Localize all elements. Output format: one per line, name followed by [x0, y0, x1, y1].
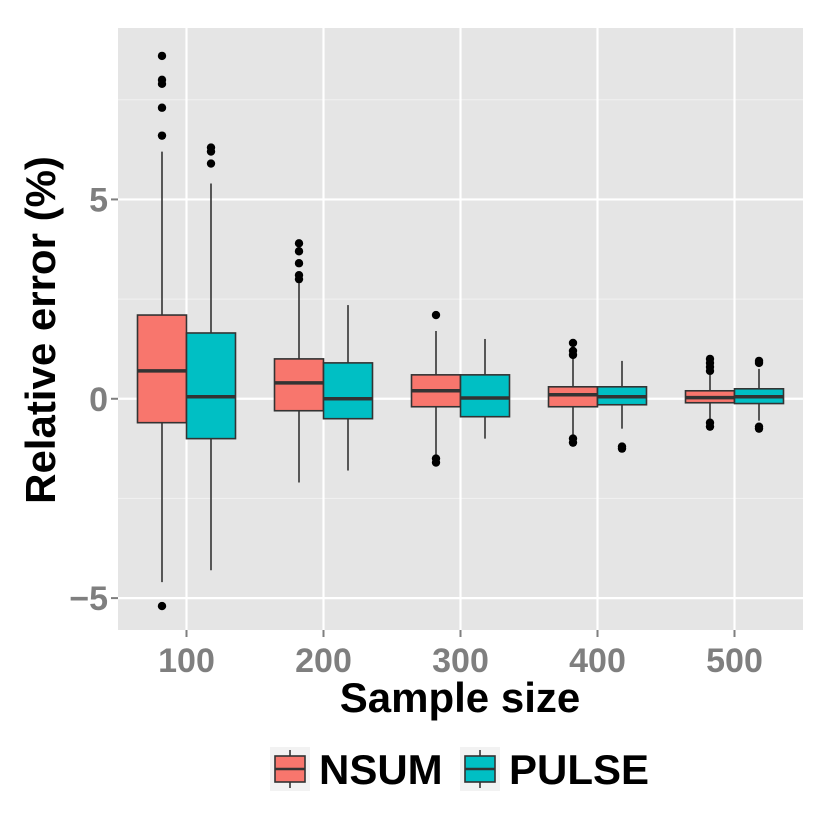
box-body — [322, 362, 374, 420]
box-PULSE-500 — [733, 356, 785, 433]
outlier-point — [157, 103, 167, 112]
box-body — [185, 332, 237, 440]
x-tick-label: 300 — [432, 642, 489, 680]
x-tick-label: 500 — [706, 642, 763, 680]
box-body — [459, 374, 511, 418]
box-body — [547, 386, 599, 408]
outlier-point — [157, 131, 167, 140]
outlier-point — [568, 350, 578, 360]
outlier-point — [294, 239, 304, 248]
outlier-point — [568, 438, 578, 447]
box-body — [136, 314, 188, 424]
boxes — [136, 51, 785, 611]
x-tick-label: 400 — [569, 642, 626, 680]
outlier-point — [206, 159, 216, 168]
y-axis: −5 0 5 — [69, 181, 118, 618]
box-PULSE-200 — [322, 305, 374, 471]
outlier-point — [294, 247, 304, 256]
outlier-point — [157, 51, 167, 61]
x-axis-title: Sample size — [340, 674, 580, 721]
y-tick-label: −5 — [69, 580, 108, 618]
y-axis-title: Relative error (%) — [17, 156, 64, 504]
box-body — [273, 358, 325, 412]
y-tick-label: 0 — [89, 381, 108, 419]
outlier-point — [294, 274, 304, 284]
box-NSUM-100 — [136, 51, 188, 611]
box-NSUM-500 — [684, 354, 736, 431]
outlier-point — [705, 422, 715, 431]
outlier-point — [568, 338, 578, 348]
outlier-point — [294, 259, 304, 268]
legend-label: NSUM — [319, 746, 443, 793]
outlier-point — [754, 358, 764, 368]
grid-major — [118, 28, 803, 630]
y-tick-label: 5 — [89, 181, 108, 219]
outlier-point — [705, 366, 715, 376]
box-PULSE-400 — [596, 360, 648, 453]
box-NSUM-200 — [273, 239, 325, 483]
outlier-point — [617, 444, 627, 453]
box-PULSE-100 — [185, 143, 237, 571]
outlier-point — [431, 458, 441, 467]
box-PULSE-300 — [459, 338, 511, 439]
legend: NSUM PULSE — [270, 746, 649, 793]
outlier-point — [157, 79, 167, 89]
x-tick-label: 200 — [295, 642, 352, 680]
x-tick-label: 100 — [158, 642, 215, 680]
outlier-point — [431, 310, 441, 320]
outlier-point — [754, 424, 764, 433]
x-axis: 100 200 300 400 500 — [158, 630, 763, 680]
outlier-point — [157, 601, 167, 611]
outlier-point — [206, 147, 216, 156]
box-NSUM-400 — [547, 338, 599, 447]
box-NSUM-300 — [410, 310, 462, 467]
legend-label: PULSE — [509, 746, 649, 793]
